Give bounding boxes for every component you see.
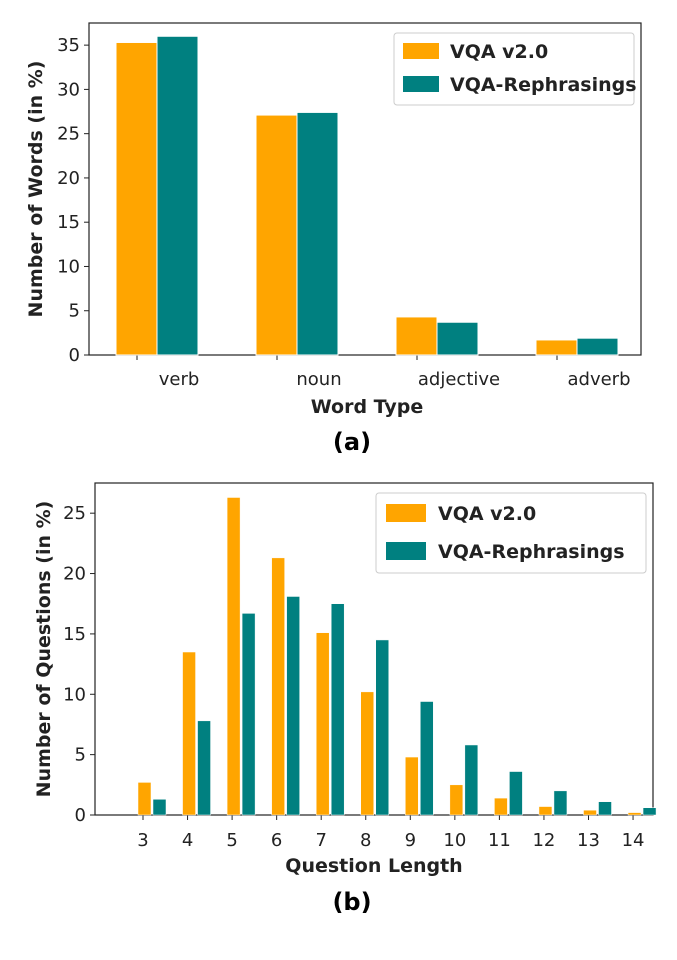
bar-vqa-4 bbox=[182, 651, 196, 816]
bar-vqa-9 bbox=[405, 756, 419, 816]
y-tick-label: 25 bbox=[57, 124, 80, 145]
y-tick-label: 10 bbox=[57, 256, 80, 277]
x-tick-label: 3 bbox=[137, 830, 148, 851]
legend-label-rephrasings: VQA-Rephrasings bbox=[450, 74, 637, 96]
x-tick-label: 14 bbox=[622, 830, 645, 851]
chart-panel-b: 0 5 10 15 20 25 3 4 5 6 7 8 9 10 11 12 13 14 Number of Q… bbox=[33, 482, 657, 916]
y-axis-label: Number of Questions (in %) bbox=[33, 501, 55, 798]
bar-vqa-noun bbox=[255, 114, 298, 356]
bar-vqa-12 bbox=[538, 806, 553, 816]
bar-vqa-13 bbox=[583, 809, 597, 816]
x-tick-label: 5 bbox=[226, 830, 237, 851]
x-tick-label: 11 bbox=[488, 830, 511, 851]
x-axis-label: Question Length bbox=[285, 855, 462, 877]
y-tick-label: 15 bbox=[57, 212, 80, 233]
bar-vqa-3 bbox=[137, 782, 152, 816]
legend-swatch-vqa bbox=[403, 43, 439, 59]
bar-rephrasings-3 bbox=[152, 799, 167, 816]
x-tick-label: 6 bbox=[271, 830, 282, 851]
legend-label-vqa: VQA v2.0 bbox=[450, 41, 548, 63]
y-tick-label: 20 bbox=[57, 168, 80, 189]
legend: VQA v2.0 VQA-Rephrasings bbox=[375, 492, 647, 574]
y-tick-label: 25 bbox=[63, 503, 86, 524]
y-tick-label: 35 bbox=[57, 35, 80, 56]
plot-frame bbox=[88, 22, 642, 356]
bar-rephrasings-4 bbox=[197, 720, 211, 816]
bar-rephrasings-7 bbox=[330, 603, 345, 816]
y-tick-label: 15 bbox=[63, 624, 86, 645]
legend-swatch-vqa bbox=[386, 504, 426, 522]
bar-vqa-10 bbox=[449, 784, 464, 816]
bar-vqa-7 bbox=[315, 632, 330, 816]
x-tick-label: 10 bbox=[443, 830, 466, 851]
panel-label-b: (b) bbox=[332, 888, 371, 916]
x-tick-label: 13 bbox=[577, 830, 600, 851]
bar-rephrasings-9 bbox=[420, 701, 434, 816]
y-tick-label: 5 bbox=[75, 745, 86, 766]
bar-rephrasings-verb bbox=[156, 35, 199, 356]
legend-swatch-rephrasings bbox=[386, 542, 426, 560]
bar-rephrasings-14 bbox=[642, 807, 657, 816]
bar-rephrasings-adverb bbox=[576, 337, 619, 356]
bar-rephrasings-8 bbox=[375, 639, 389, 816]
bar-rephrasings-10 bbox=[464, 744, 479, 816]
bar-vqa-6 bbox=[271, 557, 285, 816]
y-axis-label: Number of Words (in %) bbox=[25, 61, 47, 318]
x-axis-label: Word Type bbox=[311, 396, 424, 418]
y-tick-label: 0 bbox=[75, 805, 86, 826]
y-tick-label: 30 bbox=[57, 79, 80, 100]
x-tick-label: 9 bbox=[405, 830, 416, 851]
chart-panel-a: 0 5 10 15 20 25 30 35 verb noun adjective adverb N… bbox=[25, 22, 642, 456]
bar-rephrasings-noun bbox=[296, 111, 339, 356]
bar-rephrasings-adjective bbox=[436, 321, 479, 356]
y-tick-label: 0 bbox=[69, 345, 80, 366]
bar-rephrasings-5 bbox=[241, 613, 256, 816]
x-tick-label: 8 bbox=[360, 830, 371, 851]
x-tick-label: noun bbox=[296, 369, 341, 390]
legend-frame bbox=[393, 32, 635, 106]
bar-vqa-14 bbox=[627, 812, 642, 816]
panel-label-a: (a) bbox=[333, 428, 371, 456]
x-tick-label: verb bbox=[159, 369, 200, 390]
bar-vqa-adverb bbox=[535, 339, 578, 356]
x-tick-label: adverb bbox=[567, 369, 630, 390]
legend-frame bbox=[375, 492, 647, 574]
bar-vqa-adjective bbox=[395, 316, 438, 356]
x-tick-label: adjective bbox=[418, 369, 500, 390]
bar-rephrasings-13 bbox=[598, 801, 612, 816]
x-tick-label: 4 bbox=[182, 830, 193, 851]
y-tick-label: 10 bbox=[63, 684, 86, 705]
legend: VQA v2.0 VQA-Rephrasings bbox=[393, 32, 637, 106]
legend-swatch-rephrasings bbox=[403, 76, 439, 92]
y-tick-label: 5 bbox=[69, 301, 80, 322]
bar-rephrasings-6 bbox=[286, 596, 300, 816]
bar-vqa-8 bbox=[360, 691, 374, 816]
bar-rephrasings-12 bbox=[553, 790, 568, 816]
bar-vqa-verb bbox=[115, 41, 158, 356]
legend-label-rephrasings: VQA-Rephrasings bbox=[438, 541, 625, 563]
legend-label-vqa: VQA v2.0 bbox=[438, 503, 536, 525]
bar-vqa-5 bbox=[226, 497, 241, 816]
y-tick-label: 20 bbox=[63, 564, 86, 585]
bar-vqa-11 bbox=[494, 797, 508, 816]
x-tick-label: 12 bbox=[532, 830, 555, 851]
x-tick-label: 7 bbox=[315, 830, 326, 851]
bar-rephrasings-11 bbox=[509, 771, 523, 816]
